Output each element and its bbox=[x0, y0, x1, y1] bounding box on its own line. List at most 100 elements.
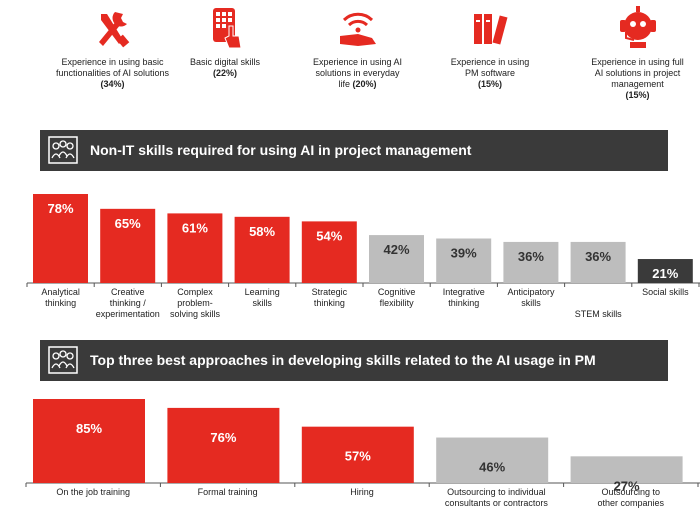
banner-title: Non-IT skills required for using AI in p… bbox=[90, 142, 472, 158]
category-label: Anticipatory bbox=[507, 287, 555, 297]
approaches-chart: 85% On the job training 76% Formal training… bbox=[0, 392, 700, 519]
top-item-2: Experience in using AI solutions in ever… bbox=[300, 0, 415, 118]
bar-value-label: 36% bbox=[585, 249, 611, 264]
tools-icon bbox=[98, 12, 129, 48]
top-line: AI solutions in project bbox=[594, 68, 681, 78]
top-item-text: Experience in using PM software (15%) bbox=[445, 57, 535, 90]
category-label: flexibility bbox=[380, 298, 415, 308]
bar bbox=[33, 194, 88, 283]
bar-value-label: 78% bbox=[47, 201, 73, 216]
top-item-3: Experience in using PM software (15%) bbox=[445, 0, 535, 118]
category-label: STEM skills bbox=[575, 309, 622, 319]
bar-value-label: 39% bbox=[451, 246, 477, 261]
bar bbox=[100, 208, 156, 283]
top-item-0: Experience in using basic functionalitie… bbox=[55, 0, 170, 118]
top-pct: (20%) bbox=[352, 79, 377, 89]
top-line: Experience in using basic bbox=[61, 57, 164, 67]
category-label: thinking bbox=[448, 298, 479, 308]
top-line: functionalities of AI solutions bbox=[55, 68, 170, 78]
bar bbox=[436, 437, 549, 483]
top-pct: (22%) bbox=[212, 68, 237, 78]
bar bbox=[436, 238, 492, 283]
section-banner-approaches: Top three best approaches in developing … bbox=[40, 340, 668, 381]
bar-value-label: 21% bbox=[652, 266, 678, 281]
top-item-4: Experience in using full AI solutions in… bbox=[580, 0, 695, 118]
bar-value-label: 65% bbox=[115, 216, 141, 231]
binders-icon bbox=[474, 14, 508, 45]
top-line: PM software bbox=[464, 68, 515, 78]
bar-value-label: 61% bbox=[182, 220, 208, 235]
bar bbox=[167, 407, 280, 483]
tablet-touch-icon bbox=[213, 8, 242, 49]
top-line: life (20%) bbox=[300, 79, 415, 90]
banner-title: Top three best approaches in developing … bbox=[90, 352, 596, 368]
category-label: experimentation bbox=[96, 309, 160, 319]
section-banner-non-it: Non-IT skills required for using AI in p… bbox=[40, 130, 668, 171]
bar bbox=[301, 221, 357, 283]
top-pct: (15%) bbox=[625, 90, 650, 100]
top-line: Experience in using bbox=[450, 57, 530, 67]
bar bbox=[570, 456, 683, 483]
top-item-1: Basic digital skills (22%) bbox=[170, 0, 280, 118]
bar-value-label: 57% bbox=[345, 449, 371, 464]
wifi-hand-icon bbox=[339, 12, 376, 46]
category-label: solving skills bbox=[170, 309, 221, 319]
category-label: On the job training bbox=[56, 487, 130, 497]
top-line: Experience in using AI bbox=[312, 57, 403, 67]
bar bbox=[503, 241, 559, 283]
category-label: skills bbox=[252, 298, 272, 308]
category-label: thinking bbox=[314, 298, 345, 308]
top-item-text: Experience in using AI solutions in ever… bbox=[300, 57, 415, 90]
category-label: Learning bbox=[245, 287, 280, 297]
bar-value-label: 85% bbox=[76, 421, 102, 436]
bar bbox=[33, 399, 145, 483]
team-icon bbox=[48, 136, 78, 164]
bar-value-label: 76% bbox=[210, 430, 236, 445]
top-line-part: life bbox=[338, 79, 350, 89]
category-label: Hiring bbox=[350, 487, 374, 497]
category-label: consultants or contractors bbox=[445, 498, 549, 508]
category-label: other companies bbox=[598, 498, 665, 508]
category-label: Social skills bbox=[642, 287, 689, 297]
bar bbox=[369, 235, 424, 283]
category-label: Strategic bbox=[312, 287, 348, 297]
non-it-skills-svg: 78%Analyticalthinking65%Creativethinking… bbox=[26, 194, 700, 319]
category-label: Outsourcing to individual bbox=[447, 487, 546, 497]
top-line: Experience in using full bbox=[591, 57, 684, 67]
robot-headset-icon bbox=[619, 6, 656, 48]
category-label: Cognitive bbox=[378, 287, 416, 297]
non-it-skills-chart: 78% Analytical thinking 65% Creative thinking… bbox=[0, 188, 700, 328]
top-line: Basic digital skills bbox=[189, 57, 261, 67]
bar-value-label: 58% bbox=[249, 224, 275, 239]
category-label: thinking bbox=[45, 298, 76, 308]
bar-value-label: 27% bbox=[614, 478, 640, 493]
bar bbox=[234, 216, 290, 283]
category-label: Integrative bbox=[443, 287, 485, 297]
bar bbox=[301, 426, 414, 483]
bar-value-label: 42% bbox=[383, 242, 409, 257]
category-label: problem- bbox=[177, 298, 213, 308]
category-label: thinking / bbox=[110, 298, 147, 308]
bar-value-label: 36% bbox=[518, 249, 544, 264]
category-label: Formal training bbox=[198, 487, 258, 497]
bar bbox=[637, 259, 693, 283]
bar-value-label: 54% bbox=[316, 228, 342, 243]
top-skills-row: Experience in using basic functionalitie… bbox=[0, 0, 700, 118]
bar bbox=[570, 241, 626, 283]
team-icon bbox=[48, 346, 78, 374]
bar bbox=[167, 213, 223, 283]
category-label: skills bbox=[521, 298, 541, 308]
bar-value-label: 46% bbox=[479, 460, 505, 475]
category-label: Complex bbox=[177, 287, 213, 297]
category-label: Outsourcing to bbox=[602, 487, 661, 497]
top-pct: (34%) bbox=[100, 79, 125, 89]
category-label: Analytical bbox=[41, 287, 80, 297]
top-item-text: Experience in using full AI solutions in… bbox=[580, 57, 695, 101]
top-item-text: Basic digital skills (22%) bbox=[170, 57, 280, 79]
top-pct: (15%) bbox=[477, 79, 502, 89]
category-label: Creative bbox=[111, 287, 145, 297]
top-line: solutions in everyday bbox=[315, 68, 400, 78]
approaches-svg: 85% On the job training 76% Formal training… bbox=[25, 399, 700, 508]
top-item-text: Experience in using basic functionalitie… bbox=[55, 57, 170, 90]
top-line: management bbox=[611, 79, 664, 89]
